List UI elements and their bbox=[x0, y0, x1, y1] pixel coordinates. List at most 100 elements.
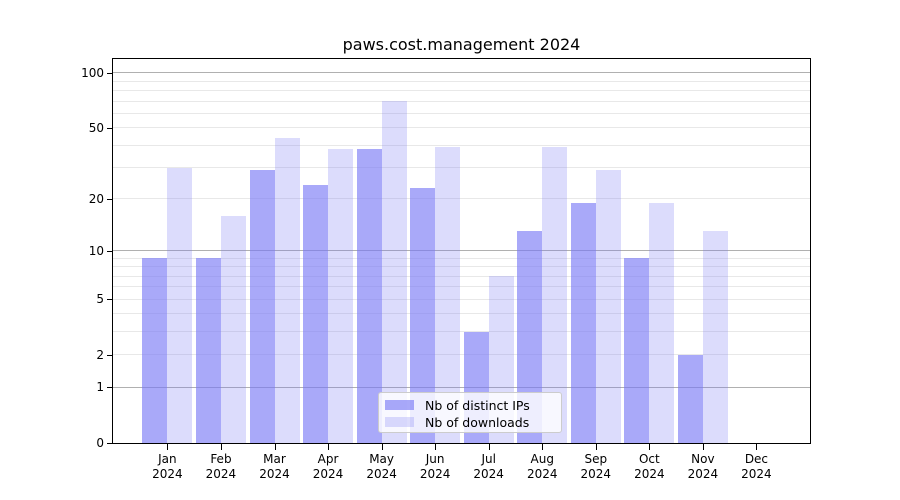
gridline-minor-30 bbox=[113, 167, 810, 169]
y-tick-mark-10 bbox=[107, 250, 113, 252]
x-tick-mark-nov bbox=[702, 444, 704, 450]
y-tick-label-1: 1 bbox=[96, 380, 104, 395]
y-tick-mark-20 bbox=[107, 198, 113, 200]
x-tick-mark-mar bbox=[274, 444, 276, 450]
x-tick-year: 2024 bbox=[687, 466, 719, 481]
x-tick-label-oct: Oct 2024 bbox=[609, 452, 689, 481]
legend-label-distinct-ips: Nb of distinct IPs bbox=[425, 397, 530, 413]
y-tick-label-100: 100 bbox=[81, 65, 104, 80]
gridline-minor-40 bbox=[113, 144, 810, 146]
x-tick-year: 2024 bbox=[366, 466, 397, 481]
gridline-minor-80 bbox=[113, 90, 810, 92]
x-tick-mark-sep bbox=[595, 444, 597, 450]
y-tick-label-10: 10 bbox=[88, 243, 104, 258]
x-tick-year: 2024 bbox=[205, 466, 237, 481]
gridline-minor-50 bbox=[113, 127, 810, 129]
gridline-minor-90 bbox=[113, 80, 810, 82]
legend-label-downloads: Nb of downloads bbox=[425, 414, 530, 430]
bar-distinct-ips-nov bbox=[677, 354, 703, 443]
gridline-minor-4 bbox=[113, 313, 810, 315]
x-tick-month: Jan bbox=[158, 452, 177, 466]
gridline-minor-60 bbox=[113, 112, 810, 114]
gridline-minor-9 bbox=[113, 257, 810, 259]
x-tick-mark-aug bbox=[542, 444, 544, 450]
bar-downloads-feb bbox=[220, 215, 246, 443]
bar-downloads-apr bbox=[328, 149, 354, 443]
legend-item-downloads: Nb of downloads bbox=[385, 414, 561, 430]
bar-downloads-mar bbox=[274, 137, 300, 443]
chart-title: paws.cost.management 2024 bbox=[342, 35, 581, 54]
bar-distinct-ips-sep bbox=[570, 202, 596, 443]
bar-downloads-may bbox=[381, 101, 407, 443]
bar-distinct-ips-apr bbox=[303, 184, 329, 443]
x-tick-year: 2024 bbox=[419, 466, 451, 481]
x-tick-year: 2024 bbox=[580, 466, 612, 481]
x-tick-month: Apr bbox=[317, 452, 339, 466]
bar-distinct-ips-feb bbox=[195, 258, 221, 443]
x-tick-label-jul: Jul 2024 bbox=[449, 452, 529, 481]
y-tick-mark-2 bbox=[107, 354, 113, 356]
x-tick-year: 2024 bbox=[152, 466, 183, 481]
x-tick-label-apr: Apr 2024 bbox=[288, 452, 368, 481]
x-tick-month: Nov bbox=[691, 452, 715, 466]
bar-downloads-nov bbox=[702, 231, 728, 443]
gridline-minor-20 bbox=[113, 198, 810, 200]
x-tick-label-dec: Dec 2024 bbox=[716, 452, 796, 481]
x-tick-label-may: May 2024 bbox=[342, 452, 422, 481]
gridline-minor-6 bbox=[113, 286, 810, 288]
x-tick-mark-feb bbox=[220, 444, 222, 450]
x-tick-mark-dec bbox=[756, 444, 758, 450]
x-tick-mark-jan bbox=[167, 444, 169, 450]
x-tick-month: Jul bbox=[481, 452, 496, 466]
x-tick-month: Mar bbox=[263, 452, 286, 466]
gridline-minor-3 bbox=[113, 331, 810, 333]
x-tick-year: 2024 bbox=[312, 466, 344, 481]
legend-swatch-downloads bbox=[385, 417, 414, 427]
x-tick-mark-apr bbox=[328, 444, 330, 450]
gridline-minor-5 bbox=[113, 298, 810, 300]
x-tick-label-feb: Feb 2024 bbox=[181, 452, 261, 481]
x-tick-mark-jul bbox=[488, 444, 490, 450]
x-tick-label-sep: Sep 2024 bbox=[556, 452, 636, 481]
legend-swatch-distinct-ips bbox=[385, 400, 414, 410]
legend-item-distinct-ips: Nb of distinct IPs bbox=[385, 397, 561, 413]
x-tick-mark-oct bbox=[649, 444, 651, 450]
y-tick-label-5: 5 bbox=[96, 292, 104, 307]
y-tick-label-0: 0 bbox=[96, 436, 104, 450]
y-tick-label-2: 2 bbox=[96, 347, 104, 362]
bar-downloads-jan bbox=[167, 167, 193, 443]
y-tick-mark-0 bbox=[107, 443, 113, 444]
legend: Nb of distinct IPs Nb of downloads bbox=[378, 392, 562, 433]
gridline-major-1 bbox=[113, 386, 810, 388]
x-tick-year: 2024 bbox=[526, 466, 558, 481]
bar-distinct-ips-oct bbox=[624, 258, 650, 443]
y-tick-mark-5 bbox=[107, 299, 113, 301]
gridline-minor-7 bbox=[113, 275, 810, 277]
x-tick-mark-may bbox=[381, 444, 383, 450]
x-tick-label-aug: Aug 2024 bbox=[502, 452, 582, 481]
bar-distinct-ips-jan bbox=[142, 258, 168, 443]
y-tick-mark-100 bbox=[107, 72, 113, 74]
x-tick-label-mar: Mar 2024 bbox=[235, 452, 315, 481]
gridline-minor-70 bbox=[113, 100, 810, 102]
gridline-minor-2 bbox=[113, 354, 810, 356]
gridline-major-100 bbox=[113, 72, 810, 74]
x-tick-label-jun: Jun 2024 bbox=[395, 452, 475, 481]
x-tick-month: Sep bbox=[584, 452, 608, 466]
bar-distinct-ips-mar bbox=[249, 170, 275, 443]
y-tick-mark-50 bbox=[107, 127, 113, 129]
x-tick-year: 2024 bbox=[259, 466, 290, 481]
x-tick-mark-jun bbox=[435, 444, 437, 450]
x-tick-month: Dec bbox=[744, 452, 769, 466]
x-tick-year: 2024 bbox=[741, 466, 772, 481]
x-tick-year: 2024 bbox=[473, 466, 504, 481]
y-tick-label-50: 50 bbox=[88, 120, 104, 135]
x-tick-month: Jun bbox=[425, 452, 445, 466]
gridline-minor-8 bbox=[113, 266, 810, 268]
y-tick-mark-1 bbox=[107, 387, 113, 389]
x-tick-month: May bbox=[369, 452, 394, 466]
gridline-major-10 bbox=[113, 250, 810, 252]
x-tick-year: 2024 bbox=[634, 466, 665, 481]
x-tick-label-jan: Jan 2024 bbox=[127, 452, 207, 481]
